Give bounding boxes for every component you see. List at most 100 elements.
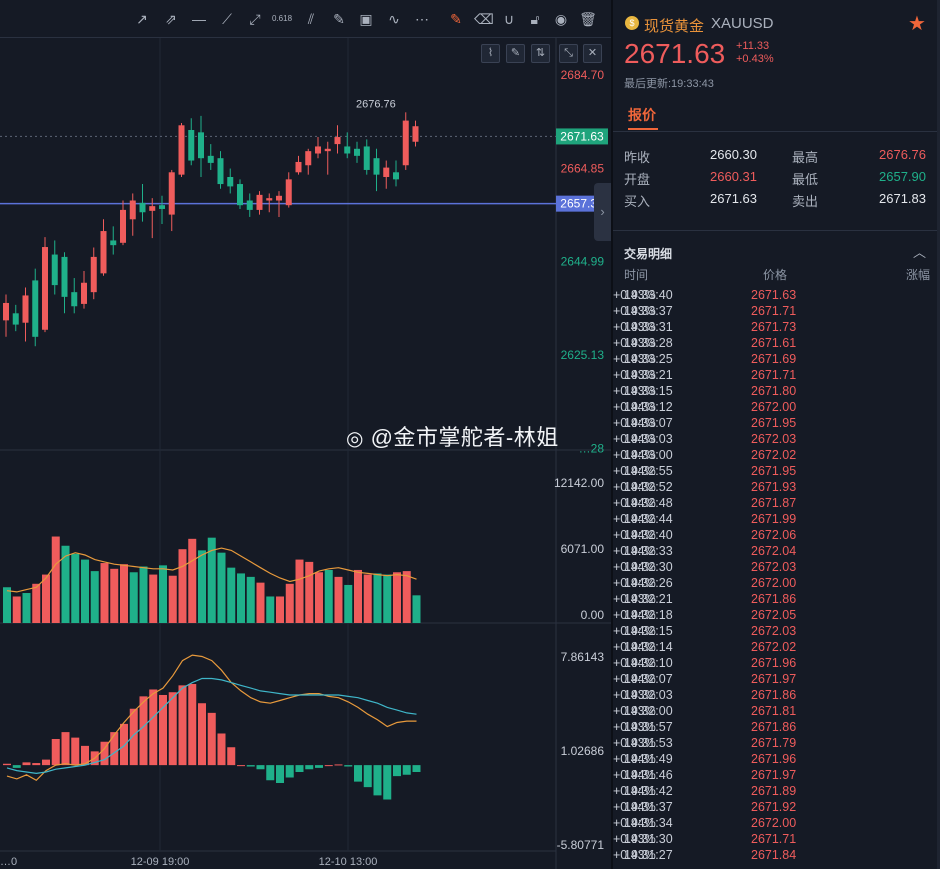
volume-bar bbox=[159, 565, 167, 623]
more-icon[interactable]: ⋯ bbox=[415, 11, 429, 27]
volume-bar bbox=[71, 553, 80, 623]
eye-icon[interactable]: ◉ bbox=[554, 11, 568, 27]
trade-price: 2672.05 bbox=[751, 608, 797, 622]
volume-bar bbox=[373, 573, 382, 623]
price-chart[interactable]: 2676.76 2684.70 2664.85 2644.99 2625.13 …28 26… bbox=[0, 38, 611, 869]
tab-quote[interactable]: 报价 bbox=[628, 107, 656, 123]
trade-change: +0.44% bbox=[613, 432, 656, 446]
panel-scrollbar[interactable] bbox=[937, 0, 940, 869]
trade-list[interactable]: 19:33:40 2671.63 +0.43% 19:33:37 2671.71 +0.4… bbox=[613, 288, 937, 864]
trade-row: 19:32:07 2671.97 +0.44% bbox=[613, 672, 937, 688]
trade-time: 19:31:53 bbox=[624, 736, 673, 750]
compare-icon[interactable]: ⇅ bbox=[531, 44, 550, 63]
trade-change: +0.43% bbox=[613, 320, 656, 334]
volume-bar bbox=[120, 564, 128, 623]
lock-icon[interactable]: 🔓︎ bbox=[530, 11, 540, 27]
macd-tick-label: 1.02686 bbox=[561, 744, 605, 758]
candle-body bbox=[315, 146, 321, 154]
macd-histogram-bar bbox=[412, 765, 421, 772]
volume-bar bbox=[149, 574, 158, 623]
trade-time: 19:33:37 bbox=[624, 304, 673, 318]
trade-price: 2671.96 bbox=[751, 752, 797, 766]
trade-change: +0.44% bbox=[613, 784, 656, 798]
polyline-icon[interactable]: ⟋ bbox=[222, 11, 232, 27]
trade-change: +0.43% bbox=[613, 832, 656, 846]
close-icon[interactable]: ✕ bbox=[583, 44, 602, 63]
watermark-text: @金市掌舵者-林姐 bbox=[370, 425, 559, 450]
trade-change: +0.44% bbox=[613, 640, 656, 654]
trade-row: 19:33:31 2671.73 +0.43% bbox=[613, 320, 937, 336]
macd-histogram-bar bbox=[315, 765, 323, 768]
trade-row: 19:32:55 2671.95 +0.44% bbox=[613, 464, 937, 480]
trade-price: 2671.80 bbox=[751, 384, 797, 398]
trade-change: +0.43% bbox=[613, 592, 656, 606]
edit-active-icon[interactable]: ✎ bbox=[450, 11, 462, 27]
trade-change: +0.43% bbox=[613, 336, 656, 350]
panel-divider[interactable] bbox=[611, 0, 613, 869]
macd-histogram-bar bbox=[32, 763, 41, 766]
indicator-icon[interactable]: ⌇ bbox=[481, 44, 500, 63]
macd-histogram-bar bbox=[61, 732, 70, 766]
image-icon[interactable]: ▣ bbox=[359, 11, 373, 27]
last-price: 2671.63 bbox=[624, 38, 726, 69]
trade-change: +0.44% bbox=[613, 512, 656, 526]
high-label: 最高 bbox=[792, 150, 819, 165]
trade-price: 2671.86 bbox=[751, 688, 797, 702]
candle-body bbox=[237, 184, 243, 206]
path-icon[interactable]: ⤢ bbox=[249, 11, 261, 27]
trade-price: 2671.79 bbox=[751, 736, 797, 750]
volume-bar bbox=[237, 573, 245, 623]
trade-change: +0.43% bbox=[613, 288, 656, 302]
volume-bar bbox=[51, 536, 60, 623]
trade-price: 2671.61 bbox=[751, 336, 797, 350]
macd-histogram-bar bbox=[120, 723, 128, 766]
macd-histogram-bar bbox=[363, 765, 372, 788]
macd-histogram-bar bbox=[100, 741, 109, 766]
trade-time: 19:33:25 bbox=[624, 352, 673, 366]
macd-histogram-bar bbox=[110, 732, 119, 766]
trade-row: 19:31:53 2671.79 +0.43% bbox=[613, 736, 937, 752]
fan-icon[interactable]: ⫽ bbox=[307, 11, 315, 27]
trade-price: 2671.87 bbox=[751, 496, 797, 510]
chart-area[interactable]: ↗ ⇗ — ⟋ ⤢ 0.618 ⫽ ✎ ▣ ∿ ⋯ ✎ ⌫ ∪ 🔓︎ ◉ 🗑︎ … bbox=[0, 0, 611, 869]
eraser-icon[interactable]: ⌫ bbox=[474, 11, 494, 27]
volume-bar bbox=[168, 575, 177, 623]
candle-body bbox=[178, 125, 185, 175]
macd-histogram-bar bbox=[237, 765, 245, 767]
trade-row: 19:32:52 2671.93 +0.44% bbox=[613, 480, 937, 496]
horizontal-line-icon[interactable]: — bbox=[192, 11, 206, 27]
trades-title: 交易明细 bbox=[624, 247, 673, 261]
candle-body bbox=[276, 195, 282, 201]
volume-bar bbox=[295, 559, 304, 623]
magnet-icon[interactable]: ∪ bbox=[503, 11, 515, 27]
brush-icon[interactable]: ✎ bbox=[333, 11, 345, 27]
trash-icon[interactable]: 🗑︎ bbox=[579, 11, 597, 27]
volume-bar bbox=[61, 545, 70, 623]
fibonacci-icon[interactable]: 0.618 bbox=[272, 10, 292, 28]
current-price-tag-label: 2671.63 bbox=[560, 129, 604, 143]
macd-histogram-bar bbox=[324, 765, 333, 767]
candle-body bbox=[100, 231, 107, 274]
chevron-up-icon[interactable]: ︿ bbox=[913, 245, 927, 260]
trade-time: 19:32:10 bbox=[624, 656, 673, 670]
price-change-percent: +0.43% bbox=[736, 53, 774, 65]
bid-label: 买入 bbox=[624, 194, 651, 209]
trade-change: +0.44% bbox=[613, 816, 656, 830]
trend-line-icon[interactable]: ↗ bbox=[136, 11, 148, 27]
collapse-panel-button[interactable]: › bbox=[594, 183, 611, 241]
trade-time: 19:32:14 bbox=[624, 640, 673, 654]
trade-time: 19:32:07 bbox=[624, 672, 673, 686]
fullscreen-icon[interactable]: ⤡ bbox=[559, 44, 578, 63]
wave-icon[interactable]: ∿ bbox=[388, 11, 400, 27]
candle-body bbox=[81, 282, 87, 304]
draw-icon[interactable]: ✎ bbox=[506, 44, 525, 63]
trade-change: +0.44% bbox=[613, 416, 656, 430]
volume-bar bbox=[12, 596, 21, 623]
trade-time: 19:32:18 bbox=[624, 608, 673, 622]
favorite-star-icon[interactable]: ★ bbox=[908, 13, 926, 35]
candle-body bbox=[363, 146, 370, 170]
ray-icon[interactable]: ⇗ bbox=[165, 11, 177, 27]
volume-ma-line bbox=[6, 547, 417, 593]
trade-row: 19:33:40 2671.63 +0.43% bbox=[613, 288, 937, 304]
candle-body bbox=[266, 198, 273, 201]
